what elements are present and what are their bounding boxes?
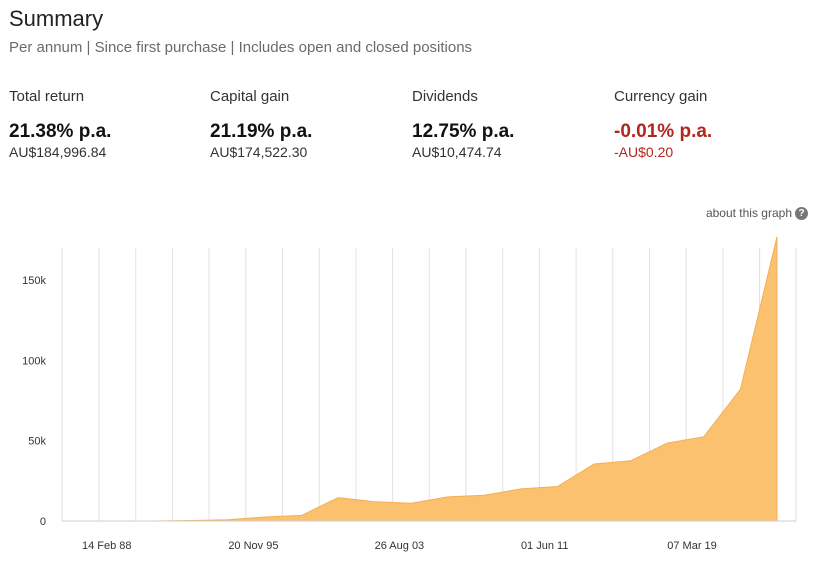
metric-percent: -0.01% p.a. [614, 121, 713, 142]
x-tick-label: 07 Mar 19 [667, 540, 717, 552]
help-icon[interactable]: ? [795, 206, 808, 220]
page-title: Summary [9, 6, 104, 31]
about-graph-link[interactable]: about this graph ? [706, 206, 808, 220]
metric-label: Total return [9, 88, 85, 105]
x-tick-label: 26 Aug 03 [375, 540, 425, 552]
metric-dividends: Dividends 12.75% p.a. AU$10,474.74 [412, 88, 602, 160]
metric-currency-gain: Currency gain -0.01% p.a. -AU$0.20 [614, 88, 804, 160]
metric-amount: AU$174,522.30 [210, 144, 308, 160]
y-tick-label: 100k [22, 355, 46, 367]
y-tick-label: 150k [22, 275, 46, 287]
metric-amount: AU$10,474.74 [412, 144, 502, 160]
x-tick-label: 01 Jun 11 [521, 540, 569, 552]
x-axis: 14 Feb 88 20 Nov 95 26 Aug 03 01 Jun 11 07 M… [82, 540, 717, 552]
metric-label: Capital gain [210, 88, 290, 105]
y-axis: 0 50k 100k 150k [22, 275, 46, 528]
return-area-chart: 0 50k 100k 150k 14 Feb 88 20 Nov 95 26 Aug 03… [22, 236, 797, 552]
metric-percent: 12.75% p.a. [412, 121, 515, 142]
metric-label: Dividends [412, 88, 478, 105]
metric-percent: 21.19% p.a. [210, 121, 313, 142]
x-tick-label: 20 Nov 95 [228, 540, 278, 552]
y-tick-label: 50k [28, 436, 46, 448]
x-tick-label: 14 Feb 88 [82, 540, 132, 552]
page-subtitle: Per annum | Since first purchase | Inclu… [9, 39, 473, 56]
area-series [82, 236, 778, 522]
metric-amount: -AU$0.20 [614, 144, 674, 160]
metric-percent: 21.38% p.a. [9, 121, 112, 142]
about-graph-label[interactable]: about this graph [705, 206, 792, 220]
metric-label: Currency gain [614, 88, 708, 105]
metric-capital-gain: Capital gain 21.19% p.a. AU$174,522.30 [210, 88, 400, 160]
metric-total-return: Total return 21.38% p.a. AU$184,996.84 [9, 88, 199, 160]
y-tick-label: 0 [40, 516, 46, 528]
metric-amount: AU$184,996.84 [9, 144, 107, 160]
